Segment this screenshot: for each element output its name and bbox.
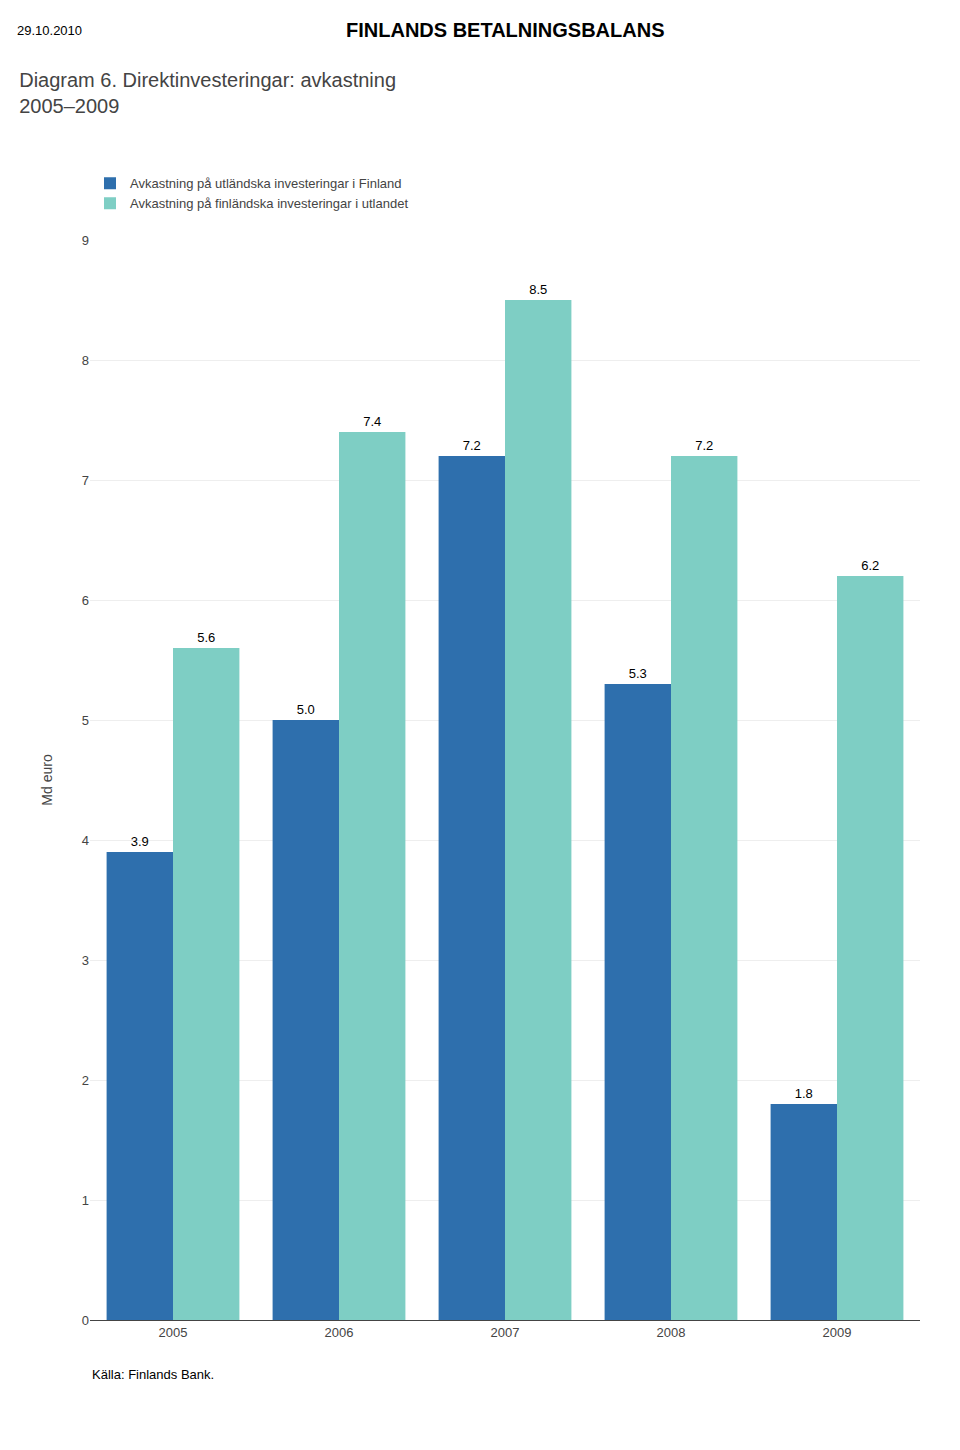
svg-text:5.6: 5.6 <box>197 630 215 645</box>
svg-text:29.10.2010: 29.10.2010 <box>17 23 82 38</box>
svg-text:5.3: 5.3 <box>629 666 647 681</box>
svg-text:FINLANDS BETALNINGSBALANS: FINLANDS BETALNINGSBALANS <box>346 19 665 41</box>
svg-text:8.5: 8.5 <box>529 282 547 297</box>
svg-text:Avkastning på finländska inves: Avkastning på finländska investeringar i… <box>130 196 408 211</box>
svg-text:2: 2 <box>82 1073 89 1088</box>
svg-text:7.2: 7.2 <box>695 438 713 453</box>
svg-text:2009: 2009 <box>823 1325 852 1340</box>
svg-text:7.4: 7.4 <box>363 414 381 429</box>
svg-text:3: 3 <box>82 953 89 968</box>
svg-text:7: 7 <box>82 473 89 488</box>
svg-text:3.9: 3.9 <box>131 834 149 849</box>
svg-text:2007: 2007 <box>491 1325 520 1340</box>
svg-text:2006: 2006 <box>325 1325 354 1340</box>
svg-text:1.8: 1.8 <box>795 1086 813 1101</box>
svg-text:Källa: Finlands Bank.: Källa: Finlands Bank. <box>92 1367 214 1382</box>
svg-text:Md euro: Md euro <box>39 754 55 806</box>
svg-text:9: 9 <box>82 233 89 248</box>
svg-text:1: 1 <box>82 1193 89 1208</box>
svg-text:5.0: 5.0 <box>297 702 315 717</box>
svg-text:4: 4 <box>82 833 89 848</box>
svg-text:7.2: 7.2 <box>463 438 481 453</box>
svg-text:6.2: 6.2 <box>861 558 879 573</box>
svg-text:6: 6 <box>82 593 89 608</box>
svg-text:2005: 2005 <box>159 1325 188 1340</box>
svg-text:Diagram 6. Direktinvesteringar: Diagram 6. Direktinvesteringar: avkastni… <box>19 69 396 117</box>
svg-text:2008: 2008 <box>657 1325 686 1340</box>
svg-text:Avkastning på utländska invest: Avkastning på utländska investeringar i … <box>130 176 401 191</box>
svg-text:5: 5 <box>82 713 89 728</box>
svg-text:0: 0 <box>82 1313 89 1328</box>
svg-text:8: 8 <box>82 353 89 368</box>
